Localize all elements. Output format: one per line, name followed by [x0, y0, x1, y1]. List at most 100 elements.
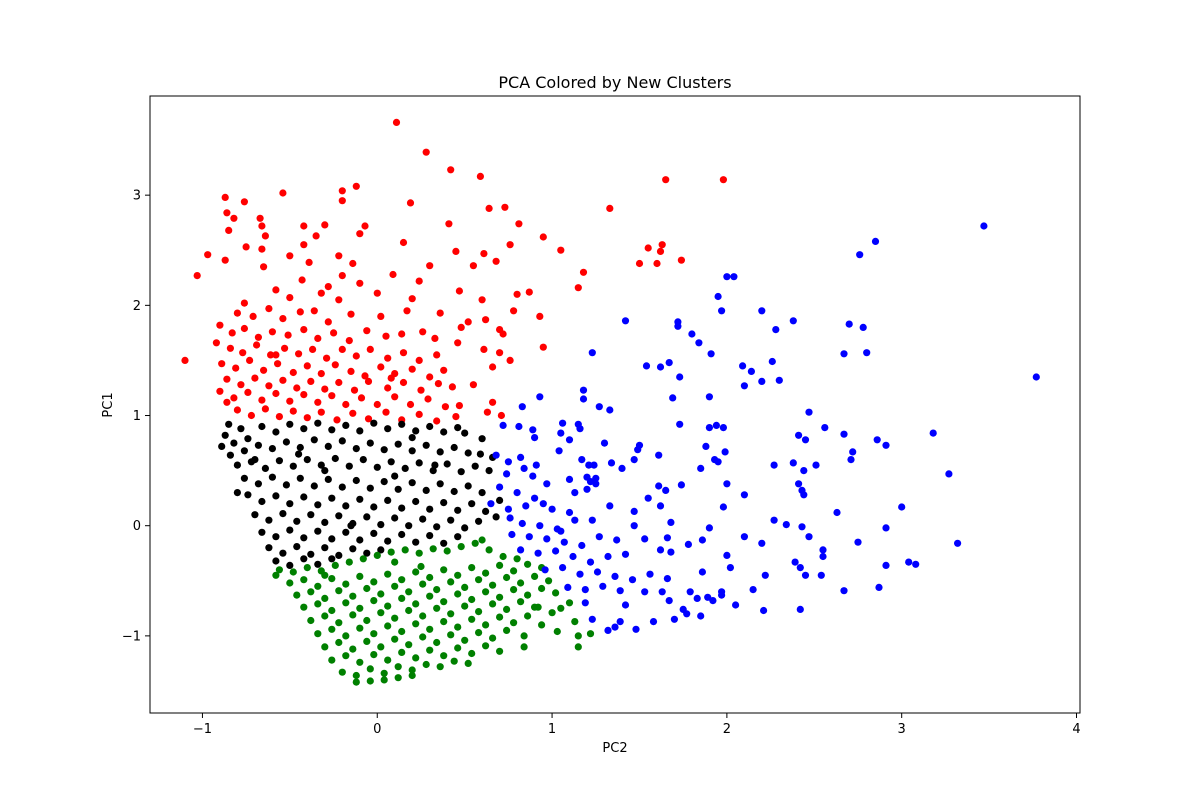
scatter-point — [391, 582, 399, 590]
scatter-point — [447, 631, 455, 639]
scatter-point — [331, 454, 339, 463]
scatter-point — [513, 489, 521, 497]
scatter-point — [419, 580, 427, 588]
scatter-point — [588, 516, 596, 524]
scatter-point — [485, 204, 493, 212]
scatter-point — [503, 573, 511, 582]
scatter-point — [534, 549, 542, 557]
scatter-point — [758, 377, 766, 385]
scatter-point — [356, 624, 364, 632]
scatter-point — [723, 480, 731, 488]
scatter-point — [840, 587, 848, 595]
scatter-point — [240, 299, 248, 307]
scatter-point — [314, 398, 322, 406]
scatter-point — [718, 591, 726, 599]
scatter-point — [303, 456, 311, 464]
scatter-point — [426, 505, 434, 513]
scatter-point — [677, 256, 686, 264]
scatter-point — [342, 502, 350, 510]
scatter-point — [482, 569, 490, 577]
scatter-point — [464, 449, 472, 457]
scatter-point — [426, 646, 434, 654]
scatter-point — [646, 570, 654, 578]
scatter-point — [586, 558, 595, 566]
scatter-point — [595, 403, 603, 411]
scatter-point — [655, 451, 663, 459]
scatter-point — [328, 555, 336, 563]
scatter-point — [335, 638, 343, 647]
scatter-point — [628, 576, 637, 584]
scatter-point — [503, 605, 511, 614]
scatter-point — [412, 620, 420, 628]
scatter-point — [583, 485, 591, 493]
scatter-point — [642, 362, 651, 370]
scatter-point — [314, 527, 322, 535]
scatter-point — [431, 461, 439, 469]
scatter-point — [370, 630, 378, 638]
scatter-point — [363, 327, 371, 335]
scatter-point — [335, 378, 343, 387]
scatter-point — [398, 627, 406, 636]
scatter-point — [578, 541, 586, 550]
scatter-point — [805, 533, 813, 541]
scatter-point — [300, 576, 308, 584]
scatter-point — [307, 616, 315, 625]
scatter-point — [496, 561, 504, 570]
scatter-point — [387, 458, 395, 466]
scatter-point — [543, 535, 551, 543]
scatter-point — [482, 642, 490, 650]
scatter-point — [272, 571, 280, 579]
scatter-point — [422, 148, 430, 156]
scatter-point — [454, 571, 462, 579]
scatter-point — [585, 461, 593, 469]
scatter-point — [882, 561, 890, 570]
scatter-point — [216, 387, 224, 395]
scatter-point — [307, 550, 315, 558]
scatter-point — [349, 409, 357, 417]
scatter-point — [350, 386, 359, 394]
scatter-point — [282, 438, 290, 446]
scatter-point — [805, 408, 813, 416]
scatter-point — [398, 530, 406, 539]
scatter-point — [370, 503, 378, 511]
scatter-point — [518, 403, 526, 411]
scatter-point — [634, 446, 642, 454]
scatter-point — [588, 615, 596, 623]
scatter-point — [293, 543, 301, 551]
scatter-point — [688, 330, 696, 338]
scatter-point — [557, 246, 565, 254]
scatter-point — [405, 641, 413, 649]
scatter-point — [391, 472, 399, 480]
scatter-point — [286, 397, 294, 405]
scatter-point — [840, 430, 848, 438]
scatter-point — [440, 618, 448, 626]
scatter-point — [347, 367, 355, 375]
scatter-point — [321, 594, 329, 603]
scatter-point — [606, 406, 614, 414]
scatter-point — [945, 470, 953, 478]
scatter-point — [363, 549, 371, 557]
scatter-point — [543, 480, 551, 488]
scatter-point — [193, 272, 201, 280]
scatter-point — [338, 437, 346, 445]
scatter-point — [440, 428, 448, 436]
scatter-point — [711, 456, 719, 464]
scatter-point — [296, 443, 304, 452]
scatter-point — [592, 480, 600, 488]
scatter-point — [377, 609, 385, 617]
scatter-point — [300, 425, 308, 433]
scatter-point — [447, 166, 455, 174]
scatter-point — [398, 594, 406, 603]
scatter-point — [426, 262, 434, 270]
scatter-point — [221, 193, 229, 201]
scatter-point — [352, 678, 360, 686]
scatter-point — [565, 436, 574, 444]
scatter-point — [487, 500, 495, 508]
scatter-point — [586, 630, 595, 638]
scatter-point — [279, 509, 287, 518]
scatter-point — [406, 400, 415, 409]
scatter-point — [455, 402, 463, 410]
scatter-point — [461, 636, 469, 644]
scatter-point — [415, 459, 423, 467]
scatter-point — [370, 597, 378, 605]
